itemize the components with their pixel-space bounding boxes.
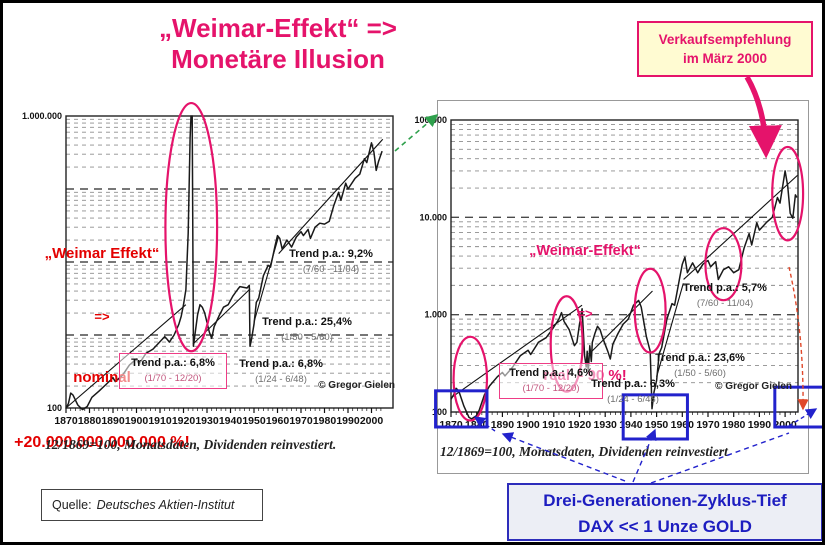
x-tick-label: 1960 bbox=[266, 415, 290, 427]
trend-sub: (1/70 - 12/20) bbox=[522, 382, 580, 394]
x-tick-label: 1930 bbox=[594, 419, 618, 431]
copyright-real-chart: © Gregor Gielen bbox=[715, 381, 792, 392]
trend-line bbox=[589, 290, 653, 354]
trend-label-real-1870-1920: Trend p.a.: 4,6% (1/70 - 12/20) bbox=[499, 363, 603, 399]
trend-main: Trend p.a.: 25,4% bbox=[262, 316, 352, 328]
trend-main: Trend p.a.: 4,6% bbox=[509, 367, 593, 379]
nominal-chart: 1870 1880 1890 1900 1910 1920 1930 1940 1950 1960… bbox=[22, 101, 394, 427]
sell-recommendation-callout: Verkaufsempfehlung im März 2000 bbox=[637, 21, 813, 77]
x-tick-label: 2000 bbox=[360, 415, 384, 427]
trend-sub: (7/60 - 11/04) bbox=[302, 263, 360, 275]
source-label: Quelle: bbox=[52, 498, 92, 512]
annotation-line: nominal bbox=[73, 369, 131, 387]
y-tick-label: 1.000 bbox=[424, 310, 447, 320]
x-tick-label: 1940 bbox=[619, 419, 643, 431]
x-tick-label: 1940 bbox=[219, 415, 243, 427]
x-tick-label: 1920 bbox=[172, 415, 196, 427]
trend-sub: (1/24 - 6/48) bbox=[255, 373, 307, 385]
real-chart: 1870 1880 1890 1900 1910 1920 1930 1940 1950 1960… bbox=[414, 115, 822, 441]
x-tick-label: 1870 bbox=[439, 419, 463, 431]
cycle-box-line-1: Drei-Generationen-Zyklus-Tief bbox=[543, 491, 787, 510]
trend-sub: (1/50 - 5/60) bbox=[281, 331, 333, 343]
x-tick-label: 1870 bbox=[54, 415, 78, 427]
x-tick-label: 1960 bbox=[671, 419, 695, 431]
trend-main: Trend p.a.: 6,8% bbox=[239, 358, 323, 370]
x-tick-label: 1900 bbox=[125, 415, 149, 427]
plot-border bbox=[65, 115, 394, 409]
weimar-ellipse bbox=[164, 101, 219, 353]
weimar-ellipse bbox=[633, 267, 667, 354]
trend-line bbox=[278, 138, 384, 255]
trend-line bbox=[656, 283, 684, 377]
x-tick-label: 2000 bbox=[773, 419, 797, 431]
price-series bbox=[450, 170, 798, 420]
trend-sub: (1/70 - 12/20) bbox=[144, 372, 202, 384]
weimar-ellipse bbox=[771, 145, 805, 242]
y-tick-label: 100.000 bbox=[414, 115, 447, 125]
copyright-nominal-chart: © Gregor Gielen bbox=[318, 380, 395, 391]
title-line-1: „Weimar-Effekt“ => bbox=[159, 13, 397, 43]
x-tick-label: 1900 bbox=[516, 419, 540, 431]
x-tick-label: 1970 bbox=[289, 415, 313, 427]
x-tick-label: 1950 bbox=[645, 419, 669, 431]
weimar-ellipse bbox=[452, 335, 489, 422]
x-tick-label: 1890 bbox=[101, 415, 125, 427]
trend-label-nominal-1960-2004: Trend p.a.: 9,2% (7/60 - 11/04) bbox=[275, 247, 387, 277]
x-tick-label: 1890 bbox=[491, 419, 515, 431]
trend-main: Trend p.a.: 6,3% bbox=[591, 378, 675, 390]
cycle-box-line-2: DAX << 1 Unze GOLD bbox=[578, 516, 752, 536]
cycle-low-box bbox=[434, 389, 489, 429]
page-title: „Weimar-Effekt“ => Monetäre Illusion bbox=[58, 13, 498, 75]
x-tick-label: 1880 bbox=[78, 415, 102, 427]
x-tick-label: 1980 bbox=[722, 419, 746, 431]
x-tick-label: 1920 bbox=[568, 419, 592, 431]
y-tick-label: 1.000.000 bbox=[22, 111, 62, 121]
caption-nominal-chart: 12/1869=100, Monatsdaten, Dividenden rei… bbox=[45, 437, 337, 452]
title-line-2: Monetäre Illusion bbox=[171, 44, 385, 75]
callout-line-2: im März 2000 bbox=[682, 50, 768, 66]
trend-label-real-1950-1960: Trend p.a.: 23,6% (1/50 - 5/60) bbox=[641, 351, 759, 381]
x-tick-label: 1910 bbox=[148, 415, 172, 427]
annotation-line: +20.000.000.000.000 %! bbox=[14, 433, 190, 451]
annotation-line: => bbox=[577, 305, 593, 321]
caption-real-chart: 12/1869=100, Monatsdaten, Dividenden rei… bbox=[440, 444, 728, 459]
three-generation-cycle-box: Drei-Generationen-Zyklus-Tief DAX << 1 U… bbox=[507, 483, 822, 541]
trend-sub: (1/24 - 6/48) bbox=[607, 393, 659, 405]
trend-main: Trend p.a.: 23,6% bbox=[655, 352, 745, 364]
annotation-line: „Weimar-Effekt“ bbox=[529, 243, 641, 260]
y-tick-label: 100 bbox=[47, 403, 62, 413]
x-tick-label: 1980 bbox=[313, 415, 337, 427]
trend-label-nominal-1950-1960: Trend p.a.: 25,4% (1/50 - 5/60) bbox=[251, 315, 363, 345]
x-tick-label: 1990 bbox=[748, 419, 772, 431]
trend-main: Trend p.a.: 6,8% bbox=[131, 357, 215, 369]
source-value: Deutsches Aktien-Institut bbox=[96, 498, 235, 512]
annotation-line: => bbox=[94, 308, 110, 324]
trend-sub: (7/60 - 11/04) bbox=[696, 297, 754, 309]
x-tick-label: 1910 bbox=[542, 419, 566, 431]
source-box: Quelle: Deutsches Aktien-Institut bbox=[41, 489, 263, 521]
x-tick-label: 1930 bbox=[195, 415, 219, 427]
weimar-ellipse bbox=[704, 227, 743, 302]
y-tick-label: 10.000 bbox=[419, 212, 447, 222]
callout-line-1: Verkaufsempfehlung bbox=[658, 32, 792, 47]
y-tick-label: 100 bbox=[432, 407, 447, 417]
x-tick-label: 1950 bbox=[242, 415, 266, 427]
trend-label-real-1960-2004: Trend p.a.: 5,7% (7/60 - 11/04) bbox=[669, 281, 781, 311]
trend-label-real-1924-1948: Trend p.a.: 6,3% (1/24 - 6/48) bbox=[581, 377, 685, 407]
x-tick-label: 1990 bbox=[336, 415, 360, 427]
trend-label-nominal-1870-1920: Trend p.a.: 6,8% (1/70 - 12/20) bbox=[119, 353, 227, 389]
trend-line bbox=[450, 304, 583, 399]
trend-label-nominal-1924-1948: Trend p.a.: 6,8% (1/24 - 6/48) bbox=[229, 357, 333, 387]
trend-main: Trend p.a.: 5,7% bbox=[683, 282, 767, 294]
x-tick-label: 1970 bbox=[696, 419, 720, 431]
annotation-line: „Weimar Effekt“ bbox=[44, 245, 160, 263]
trend-main: Trend p.a.: 9,2% bbox=[289, 248, 373, 260]
weimar-effect-nominal-annotation: „Weimar Effekt“ => nominal +20.000.000.0… bbox=[3, 201, 201, 497]
trend-line bbox=[683, 174, 798, 280]
trend-line bbox=[192, 288, 251, 345]
trend-sub: (1/50 - 5/60) bbox=[674, 367, 726, 379]
